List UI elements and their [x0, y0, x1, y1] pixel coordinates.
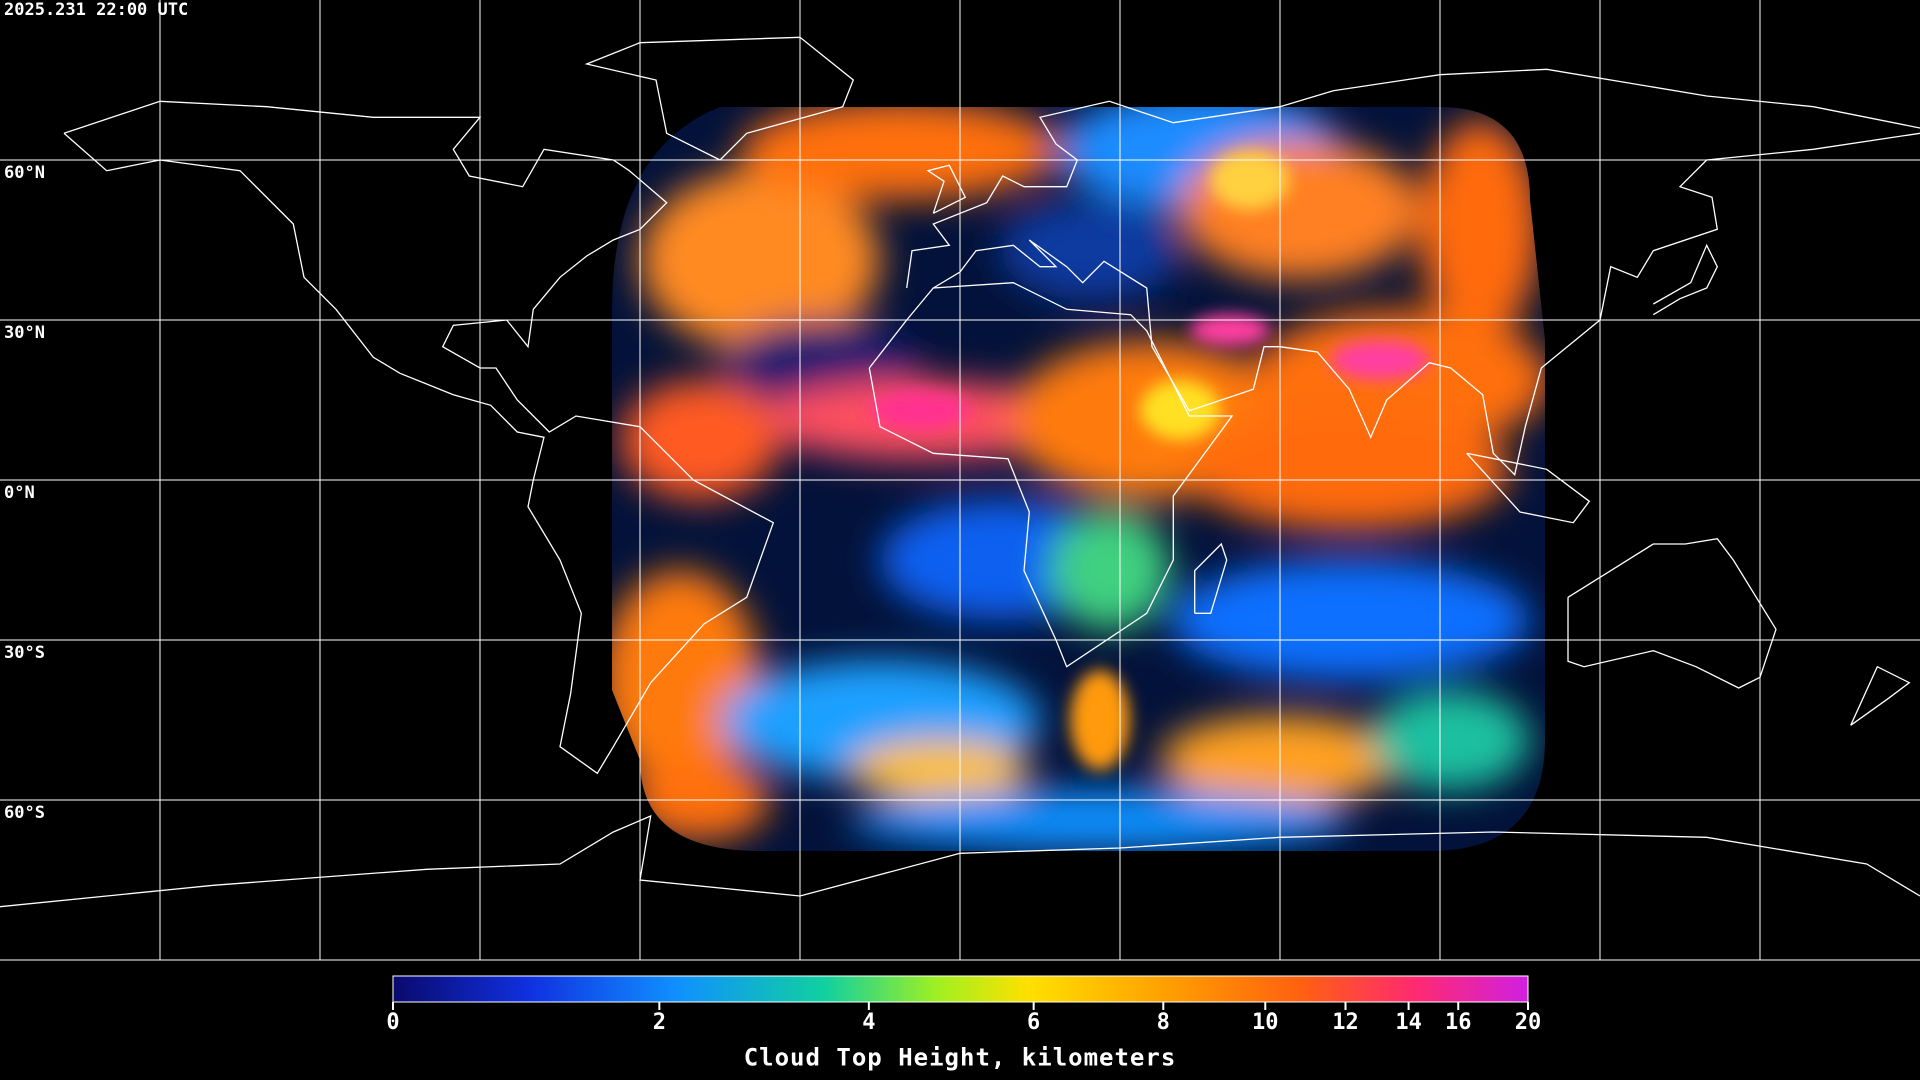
colorbar-tick-label: 6 [1027, 1010, 1040, 1035]
coastline [1194, 542, 1228, 614]
cloud-imagery [612, 107, 1545, 851]
latitude-label: 60°N [4, 163, 45, 183]
coastline [932, 132, 1920, 476]
latitude-label: 30°N [4, 323, 45, 343]
colorbar-tick-label: 12 [1332, 1010, 1359, 1035]
coastline [1567, 537, 1777, 689]
latitude-label: 0°N [4, 483, 35, 503]
coastline [1850, 665, 1911, 726]
latitude-label: 60°S [4, 803, 45, 823]
coastline [1652, 243, 1719, 316]
coastline [868, 282, 1234, 668]
colorbar-tick-label: 10 [1252, 1010, 1279, 1035]
colorbar-tick-label: 2 [653, 1010, 666, 1035]
graticule: 60°N 30°N 0°N 30°S 60°S [0, 0, 1920, 960]
timestamp: 2025.231 22:00 UTC [4, 0, 188, 20]
colorbar-tick-label: 20 [1515, 1010, 1542, 1035]
colorbar-tick-label: 4 [862, 1010, 875, 1035]
colorbar-label: Cloud Top Height, kilometers [744, 1044, 1177, 1072]
coastlines [0, 36, 1920, 908]
colorbar-tick-label: 14 [1395, 1010, 1422, 1035]
coastline [584, 36, 855, 161]
coastline [906, 68, 1920, 289]
colorbar-tick-label: 0 [386, 1010, 399, 1035]
coastline [1466, 452, 1591, 524]
colorbar-ramp [392, 975, 1529, 1003]
colorbar-tick-label: 8 [1157, 1010, 1170, 1035]
colorbar: 0 2 4 6 8 10 12 14 16 20 [386, 975, 1542, 1035]
latitude-label: 30°S [4, 643, 45, 663]
colorbar-tick-label: 16 [1445, 1010, 1472, 1035]
